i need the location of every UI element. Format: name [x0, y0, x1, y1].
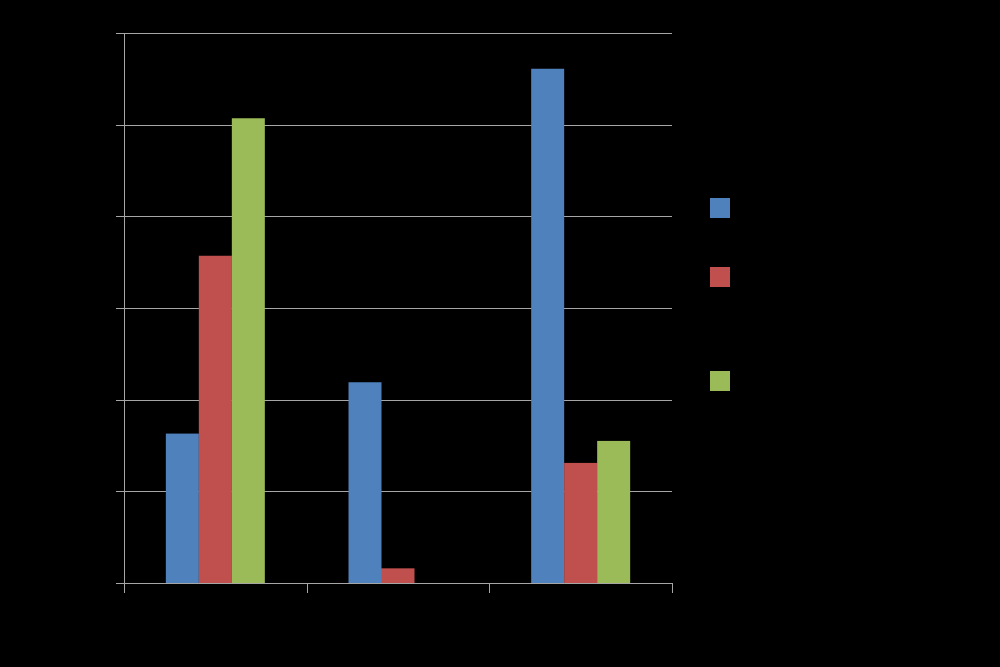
bar: [531, 68, 565, 583]
bar: [198, 255, 232, 583]
axes: [116, 33, 673, 593]
legend: [700, 190, 980, 433]
legend-swatch: [710, 371, 730, 391]
legend-swatch: [710, 267, 730, 287]
legend-swatch: [710, 197, 730, 218]
legend-item: [700, 329, 980, 433]
legend-item: [700, 225, 980, 329]
bar: [381, 568, 415, 583]
bar: [564, 462, 598, 583]
legend-item: [700, 190, 980, 225]
bar: [597, 440, 631, 583]
bar: [165, 433, 199, 583]
bar: [348, 382, 382, 583]
bars: [165, 68, 631, 583]
bar: [231, 118, 265, 583]
